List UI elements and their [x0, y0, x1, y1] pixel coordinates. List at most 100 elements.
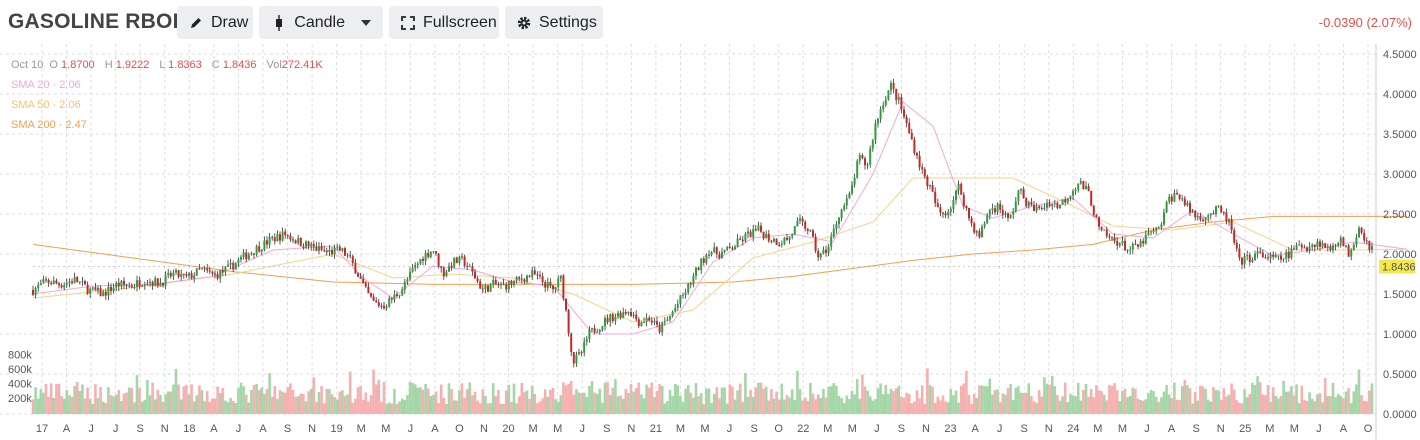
- volume-bar: [608, 394, 612, 414]
- volume-bar: [291, 390, 295, 414]
- candle-body: [682, 294, 684, 296]
- y-tick-label: 1.5000: [1383, 289, 1417, 301]
- volume-bar: [1071, 395, 1075, 414]
- candle-body: [305, 241, 307, 248]
- candle-body: [676, 303, 679, 308]
- volume-bar: [1303, 400, 1306, 414]
- price-chart[interactable]: 0.0000 0.5000 1.0000 1.5000 2.0000 2.5000 3.00…: [0, 44, 1420, 440]
- volume-bar: [907, 394, 911, 414]
- candle-body: [34, 288, 37, 295]
- volume-bar: [887, 394, 890, 414]
- candle-body: [1277, 255, 1280, 257]
- x-tick-label: N: [161, 423, 169, 435]
- volume-tick-label: 200k: [8, 393, 32, 405]
- candle-body: [385, 306, 388, 309]
- volume-bar: [681, 401, 685, 414]
- candle-body: [229, 262, 232, 265]
- volume-bar: [359, 385, 362, 414]
- volume-bar: [1277, 398, 1280, 414]
- volume-bar: [1334, 397, 1337, 414]
- volume-bar: [941, 395, 945, 414]
- candle-body: [874, 123, 877, 141]
- volume-bar: [827, 386, 830, 414]
- candle-body: [1108, 236, 1111, 238]
- candle-body: [424, 252, 427, 261]
- volume-bar: [234, 403, 238, 414]
- candle-dropdown[interactable]: Candle: [259, 6, 383, 39]
- candle-body: [700, 258, 703, 270]
- volume-bar: [910, 403, 914, 414]
- volume-bar: [1217, 390, 1220, 414]
- candle-body: [117, 282, 120, 287]
- candle-body: [507, 280, 510, 290]
- candle-body: [52, 280, 55, 285]
- volume-bar: [1329, 396, 1332, 414]
- candle-body: [931, 185, 934, 192]
- volume-bar: [213, 398, 217, 414]
- candle-body: [549, 281, 552, 286]
- volume-bar: [603, 382, 607, 414]
- candle-body: [245, 252, 248, 260]
- volume-bar: [900, 396, 903, 414]
- draw-button[interactable]: Draw: [177, 6, 253, 39]
- volume-bar: [372, 369, 375, 414]
- candle-body: [1215, 206, 1217, 215]
- candle-body: [817, 250, 820, 258]
- candle-body: [60, 285, 63, 288]
- candle-body: [448, 265, 450, 272]
- volume-bar: [920, 385, 924, 414]
- volume-bar: [96, 398, 100, 414]
- candle-body: [1144, 234, 1147, 244]
- candle-body: [767, 233, 770, 241]
- volume-bar: [387, 402, 391, 414]
- candle-body: [237, 259, 240, 264]
- candle-body: [271, 236, 274, 238]
- volume-bar: [195, 395, 199, 414]
- volume-bar: [1084, 383, 1088, 414]
- candle-body: [1020, 189, 1022, 191]
- candle-body: [1022, 189, 1025, 199]
- volume-bar: [231, 400, 235, 414]
- candle-body: [999, 203, 1002, 210]
- volume-bar: [1365, 401, 1369, 414]
- x-tick-label: 21: [650, 423, 662, 435]
- candle-body: [1077, 183, 1080, 190]
- volume-bar: [143, 399, 147, 414]
- volume-bar: [1022, 393, 1025, 414]
- candle-body: [773, 238, 775, 242]
- candle-body: [1098, 217, 1100, 227]
- candle-body: [318, 246, 320, 251]
- candle-body: [344, 248, 346, 256]
- volume-bar: [434, 391, 438, 414]
- candle-body: [926, 176, 929, 187]
- candle-body: [783, 237, 786, 245]
- volume-bar: [978, 385, 981, 414]
- volume-bar: [647, 387, 651, 414]
- volume-bar: [354, 398, 357, 414]
- volume-bar: [1149, 389, 1153, 414]
- candle-body: [994, 208, 996, 213]
- volume-bar: [510, 401, 513, 414]
- volume-bar: [536, 403, 539, 414]
- volume-bar: [1066, 402, 1070, 414]
- settings-button[interactable]: Settings: [505, 6, 603, 39]
- fullscreen-button[interactable]: Fullscreen: [389, 6, 499, 39]
- candle-body: [1259, 251, 1262, 253]
- candle-body: [1137, 244, 1139, 247]
- volume-bar: [814, 399, 817, 414]
- volume-bar: [1339, 395, 1343, 414]
- candle-body: [887, 90, 890, 100]
- volume-bar: [624, 389, 628, 414]
- volume-bar: [861, 374, 864, 414]
- candle-body: [440, 266, 443, 268]
- sma-lines: [32, 101, 1408, 335]
- volume-bar: [736, 390, 739, 414]
- y-tick-label: 1.0000: [1383, 329, 1417, 341]
- volume-bar: [650, 382, 654, 414]
- volume-bar: [1082, 389, 1085, 414]
- last-price-label: 1.8436: [1382, 262, 1416, 274]
- volume-bar: [1355, 384, 1358, 414]
- candle-body: [370, 293, 372, 297]
- price-change: -0.0390 (2.07%): [1318, 15, 1412, 30]
- candle-body: [552, 285, 554, 290]
